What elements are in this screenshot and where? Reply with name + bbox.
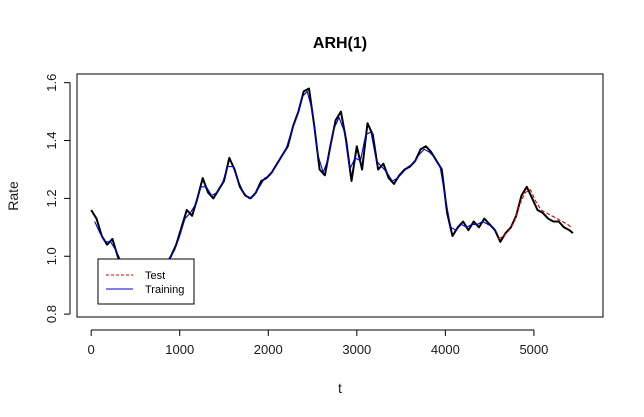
x-tick-label: 5000 — [519, 342, 548, 357]
x-tick-label: 1000 — [165, 342, 194, 357]
y-tick-label: 1.4 — [44, 131, 59, 149]
series-line-test — [498, 189, 572, 240]
x-tick-label: 2000 — [254, 342, 283, 357]
x-axis-label: t — [338, 380, 342, 396]
y-tick-label: 1.2 — [44, 189, 59, 207]
y-tick-label: 1.0 — [44, 247, 59, 265]
plot-frame — [76, 73, 604, 318]
x-tick-label: 3000 — [342, 342, 371, 357]
x-axis: 0 1000 2000 3000 4000 5000 — [88, 329, 548, 357]
y-axis-label: Rate — [5, 181, 21, 211]
chart-title: ARH(1) — [313, 35, 367, 52]
legend: Test Training — [97, 258, 195, 305]
y-tick-label: 1.6 — [44, 74, 59, 92]
x-tick-label: 0 — [88, 342, 95, 357]
y-tick-label: 0.8 — [44, 305, 59, 323]
legend-box — [97, 258, 195, 305]
y-axis: 0.8 1.0 1.2 1.4 1.6 — [44, 74, 71, 323]
legend-label-training: Training — [145, 284, 184, 296]
x-tick-label: 4000 — [431, 342, 460, 357]
legend-label-test: Test — [145, 270, 165, 282]
